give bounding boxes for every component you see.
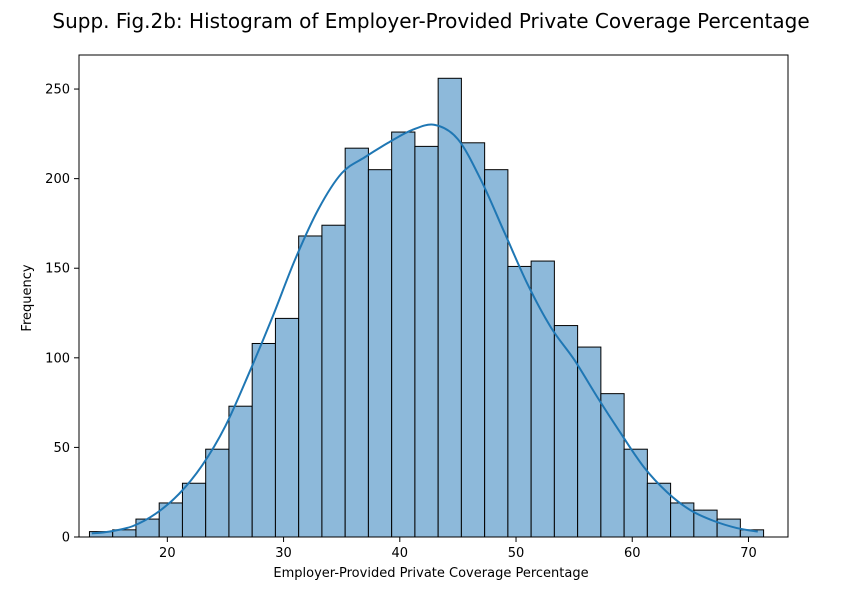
x-tick-label: 70 bbox=[740, 546, 757, 561]
bars-group bbox=[88, 77, 765, 538]
histogram-bar bbox=[530, 260, 555, 538]
x-tick-label: 50 bbox=[508, 546, 525, 561]
histogram-bar bbox=[600, 393, 625, 538]
histogram-bar bbox=[414, 145, 439, 538]
histogram-bar bbox=[391, 131, 416, 538]
histogram-bar bbox=[228, 405, 253, 538]
histogram-bar bbox=[507, 265, 532, 538]
histogram-bar bbox=[181, 482, 207, 538]
x-tick-label: 60 bbox=[624, 546, 641, 561]
y-tick-label: 100 bbox=[45, 351, 70, 366]
histogram-bar bbox=[251, 342, 276, 538]
x-tick-label: 40 bbox=[392, 546, 409, 561]
histogram-bar bbox=[577, 346, 602, 538]
x-tick-label: 20 bbox=[159, 546, 176, 561]
histogram-bar bbox=[437, 77, 462, 538]
y-axis-ticks: 0 50 100 150 200 250 bbox=[45, 83, 79, 546]
y-tick-label: 150 bbox=[45, 262, 70, 277]
kde-line bbox=[91, 123, 758, 535]
histogram-bar bbox=[135, 518, 160, 538]
histogram-bar bbox=[670, 502, 695, 538]
histogram-bar bbox=[205, 448, 230, 538]
y-axis-label: Frequency bbox=[20, 264, 35, 331]
histogram-bar bbox=[484, 169, 509, 538]
histogram-bar bbox=[344, 147, 369, 538]
plot-frame bbox=[78, 54, 789, 538]
y-tick-label: 200 bbox=[45, 172, 70, 187]
histogram-bar bbox=[553, 325, 579, 538]
histogram-bar bbox=[623, 448, 648, 538]
histogram-bar bbox=[460, 142, 486, 538]
y-tick-label: 50 bbox=[53, 441, 70, 456]
y-tick-label: 0 bbox=[62, 531, 70, 546]
x-tick-label: 30 bbox=[275, 546, 292, 561]
chart-title: Supp. Fig.2b: Histogram of Employer-Prov… bbox=[52, 9, 809, 33]
y-tick-label: 250 bbox=[45, 83, 70, 98]
x-axis-ticks: 20 30 40 50 60 70 bbox=[159, 537, 757, 561]
histogram-bar bbox=[367, 169, 393, 538]
histogram-bar bbox=[274, 317, 300, 538]
x-axis-label: Employer-Provided Private Coverage Perce… bbox=[273, 566, 588, 581]
histogram-bar bbox=[298, 235, 323, 538]
histogram-bar bbox=[321, 224, 346, 538]
